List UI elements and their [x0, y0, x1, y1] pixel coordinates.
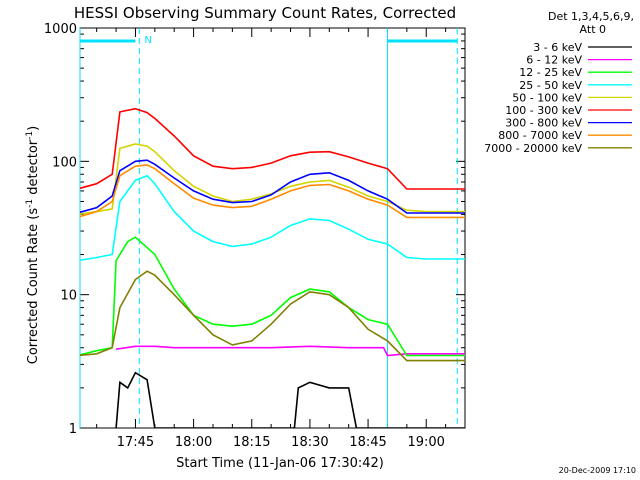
y-label-exp2: -1 — [25, 131, 35, 140]
y-axis-label: Corrected Count Rate (s-1 detector-1) — [25, 126, 41, 364]
y-tick-label: 10 — [60, 289, 77, 304]
series-line-1 — [115, 371, 465, 428]
y-label-mid: detector — [26, 139, 41, 199]
legend-label-4: 25 - 50 keV — [519, 79, 582, 92]
series-line-2 — [115, 345, 465, 357]
legend-label-6: 100 - 300 keV — [505, 104, 582, 117]
series-line-6 — [80, 107, 465, 190]
series-line-8 — [80, 164, 465, 219]
legend-label-3: 12 - 25 keV — [519, 66, 582, 79]
y-tick-label: 1 — [69, 422, 77, 437]
y-label-main: Corrected Count Rate (s — [26, 208, 41, 365]
legend-label-1: 3 - 6 keV — [533, 41, 582, 54]
x-tick-label: 18:45 — [349, 435, 386, 450]
plot-area: 1 10 100 1000 17:45 18:00 18:15 18:30 18:45 19:00… — [44, 22, 466, 450]
x-tick-label: 18:30 — [291, 435, 328, 450]
date-stamp: 20-Dec-2009 17:10 — [559, 466, 636, 475]
x-tick-label: 18:00 — [175, 435, 212, 450]
legend-label-5: 50 - 100 keV — [512, 91, 582, 104]
flag-label: N — [144, 35, 151, 46]
legend-label-8: 800 - 7000 keV — [498, 129, 582, 142]
x-tick-label: 19:00 — [407, 435, 444, 450]
y-label-exp1: -1 — [25, 199, 35, 208]
series-line-5 — [80, 143, 465, 215]
legend-header-line1: Det 1,3,4,5,6,9, — [548, 10, 634, 23]
y-tick-label: 100 — [52, 155, 77, 170]
x-tick-label: 18:15 — [233, 435, 270, 450]
x-axis-label: Start Time (11-Jan-06 17:30:42) — [176, 456, 384, 471]
series-line-7 — [80, 159, 465, 214]
chart-title: HESSI Observing Summary Count Rates, Cor… — [74, 4, 456, 22]
legend-label-9: 7000 - 20000 keV — [484, 142, 582, 155]
series-line-4 — [80, 174, 465, 261]
series-line-9 — [80, 270, 465, 362]
y-label-end: ) — [26, 126, 41, 131]
legend-label-2: 6 - 12 keV — [526, 54, 582, 67]
legend-label-7: 300 - 800 keV — [505, 117, 582, 130]
y-tick-label: 1000 — [44, 22, 77, 37]
legend-header-line2: Att 0 — [580, 23, 606, 36]
x-tick-label: 17:45 — [117, 435, 154, 450]
series-line-3 — [80, 236, 465, 357]
